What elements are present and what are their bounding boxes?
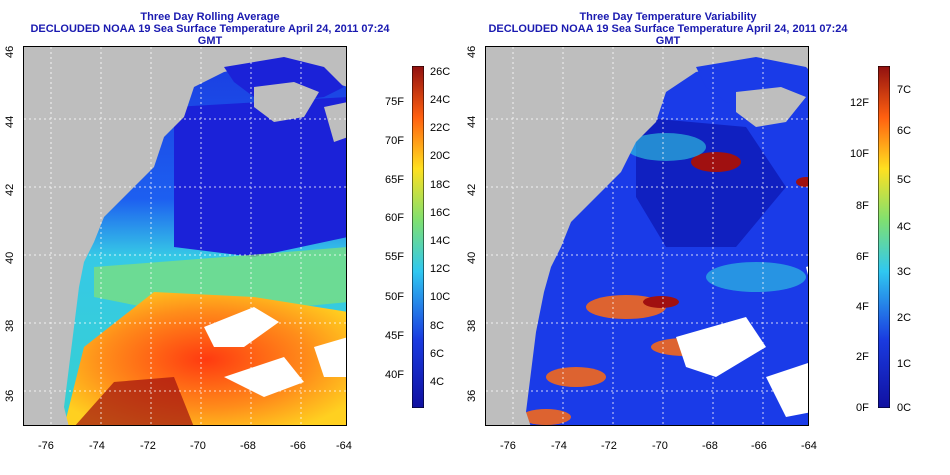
left-lat-40: 40 [4, 251, 16, 264]
left-cb-f-60: 60F [385, 212, 404, 224]
right-cb-f-0: 0F [856, 402, 869, 414]
land-mass [486, 47, 808, 425]
right-title-line1: Three Day Temperature Variability [579, 11, 757, 23]
left-lat-36: 36 [4, 389, 16, 402]
left-map-svg [24, 47, 346, 425]
left-colorbar [412, 66, 424, 408]
hot-core [75, 377, 194, 425]
left-cb-c-26: 26C [430, 66, 451, 78]
right-cb-c-6: 6C [897, 125, 912, 137]
left-lat-38: 38 [4, 319, 16, 332]
left-cb-f-50: 50F [385, 291, 404, 303]
right-cb-c-5: 5C [897, 174, 912, 186]
right-lon-74: -74 [551, 440, 567, 452]
left-cb-c-14: 14C [430, 235, 451, 247]
left-lat-42: 42 [4, 183, 16, 196]
right-lat-38: 38 [466, 319, 478, 332]
right-map-panel [485, 46, 809, 426]
right-cb-f-8: 8F [856, 200, 869, 212]
island [324, 102, 346, 142]
right-cb-f-10: 10F [850, 148, 869, 160]
left-lat-44: 44 [4, 115, 16, 128]
right-lon-76: -76 [500, 440, 516, 452]
cold-water-gom [174, 97, 346, 257]
right-lon-66: -66 [751, 440, 767, 452]
cloud-patch-2 [766, 363, 808, 417]
right-cb-c-1: 1C [897, 358, 912, 370]
cloud-patch-1 [204, 307, 279, 347]
left-lat-46: 46 [4, 45, 16, 58]
left-cb-f-45: 45F [385, 330, 404, 342]
left-cb-f-70: 70F [385, 135, 404, 147]
left-cb-c-24: 24C [430, 94, 451, 106]
left-cb-f-40: 40F [385, 369, 404, 381]
right-lon-64: -64 [801, 440, 817, 452]
left-cb-c-10: 10C [430, 291, 451, 303]
left-lon-74: -74 [89, 440, 105, 452]
right-cb-c-7: 7C [897, 84, 912, 96]
right-lat-42: 42 [466, 183, 478, 196]
left-cb-c-16: 16C [430, 207, 451, 219]
nova-scotia [736, 87, 806, 127]
left-lon-66: -66 [290, 440, 306, 452]
left-lon-64: -64 [336, 440, 352, 452]
right-colorbar [878, 66, 890, 408]
left-cb-c-6: 6C [430, 348, 445, 360]
left-cb-c-20: 20C [430, 150, 451, 162]
grid-lines [24, 47, 346, 425]
left-map-panel [23, 46, 347, 426]
right-cb-f-12: 12F [850, 97, 869, 109]
right-lat-40: 40 [466, 251, 478, 264]
left-title: Three Day Rolling Average DECLOUDED NOAA… [20, 11, 400, 47]
cloud-patch-2 [224, 357, 304, 397]
left-cb-f-55: 55F [385, 251, 404, 263]
left-lon-70: -70 [190, 440, 206, 452]
left-lon-76: -76 [38, 440, 54, 452]
right-cb-c-4: 4C [897, 221, 912, 233]
left-cb-c-12: 12C [430, 263, 451, 275]
nova-scotia [254, 82, 319, 122]
left-cb-c-22: 22C [430, 122, 451, 134]
left-cb-f-75: 75F [385, 96, 404, 108]
land-mass [24, 47, 346, 425]
cloud-patch-3 [314, 337, 346, 377]
right-cb-f-2: 2F [856, 351, 869, 363]
right-cb-c-2: 2C [897, 312, 912, 324]
left-cb-c-4: 4C [430, 376, 445, 388]
right-title-line2: DECLOUDED NOAA 19 Sea Surface Temperatur… [488, 23, 848, 47]
cloud-patch-3 [806, 266, 808, 275]
right-lon-72: -72 [601, 440, 617, 452]
right-cb-f-4: 4F [856, 301, 869, 313]
right-cb-c-3: 3C [897, 266, 912, 278]
grid-lines [486, 47, 808, 425]
left-title-line1: Three Day Rolling Average [140, 11, 280, 23]
right-title: Three Day Temperature Variability DECLOU… [478, 11, 858, 47]
cloud-patch-1 [676, 317, 766, 377]
left-cb-c-18: 18C [430, 179, 451, 191]
right-map-svg [486, 47, 808, 425]
right-lon-68: -68 [702, 440, 718, 452]
right-lat-44: 44 [466, 115, 478, 128]
right-cb-c-0: 0C [897, 402, 912, 414]
right-lon-70: -70 [652, 440, 668, 452]
right-cb-f-6: 6F [856, 251, 869, 263]
left-cb-f-65: 65F [385, 174, 404, 186]
left-lon-72: -72 [140, 440, 156, 452]
right-lat-36: 36 [466, 389, 478, 402]
mid-variability [626, 133, 806, 292]
left-cb-c-8: 8C [430, 320, 445, 332]
left-title-line2: DECLOUDED NOAA 19 Sea Surface Temperatur… [30, 23, 390, 47]
left-lon-68: -68 [240, 440, 256, 452]
right-lat-46: 46 [466, 45, 478, 58]
high-variability [643, 152, 808, 308]
